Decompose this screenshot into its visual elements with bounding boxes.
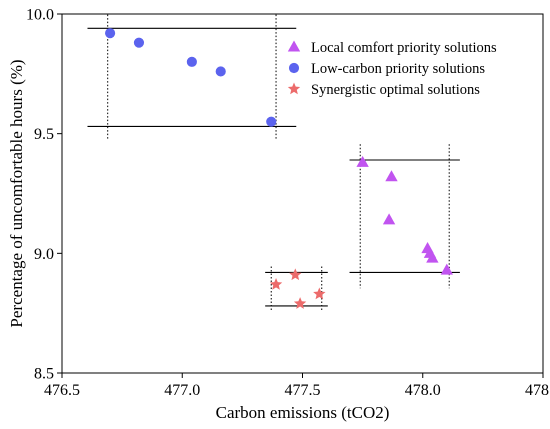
legend-marker-synergistic-optimal-solutions: [287, 82, 301, 95]
low-carbon-priority-solutions-point-1: [133, 37, 145, 48]
low-carbon-priority-solutions-point-0: [105, 28, 116, 39]
y-tick-label-2: 9.5: [34, 126, 54, 143]
synergistic-optimal-solutions-point-3: [313, 287, 326, 300]
low-carbon-priority-solutions-point-2: [186, 56, 197, 67]
local-comfort-priority-solutions-point-1: [385, 170, 398, 182]
legend-label-synergistic-optimal-solutions: Synergistic optimal solutions: [311, 82, 480, 98]
points-layer: [105, 28, 453, 309]
legend-label-local-comfort-priority-solutions: Local comfort priority solutions: [311, 40, 497, 56]
synergistic-optimal-solutions-point-2: [293, 297, 307, 309]
low-carbon-priority-solutions-point-3: [215, 66, 226, 77]
y-tick-label-0: 8.5: [34, 366, 54, 383]
ticks-layer: 476.5 477.0 477.5 478.0 478.5 8.5 9.0 9.5 10.0: [26, 7, 550, 400]
local-comfort-priority-solutions-point-0: [356, 155, 369, 167]
x-tick-label-2: 477.5: [285, 382, 321, 399]
x-tick-label-0: 476.5: [44, 382, 80, 399]
x-tick-label-3: 478.0: [405, 382, 441, 399]
x-axis-title: Carbon emissions (tCO2): [216, 403, 390, 422]
y-axis-title: Percentage of uncomfortable hours (%): [7, 59, 26, 327]
legend-marker-low-carbon-priority-solutions: [288, 62, 300, 74]
legend: Local comfort priority solutions Low-carb…: [287, 40, 497, 98]
synergistic-optimal-solutions-point-0: [269, 277, 283, 290]
low-carbon-priority-solutions-point-4: [266, 116, 277, 127]
local-comfort-priority-solutions-point-5: [426, 251, 439, 263]
bounds-layer: [87, 14, 460, 312]
synergistic-optimal-solutions-point-1: [289, 268, 302, 281]
legend-marker-local-comfort-priority-solutions: [287, 40, 301, 52]
x-tick-label-1: 477.0: [164, 382, 200, 399]
local-comfort-priority-solutions-point-6: [440, 263, 453, 275]
legend-label-low-carbon-priority-solutions: Low-carbon priority solutions: [311, 61, 485, 77]
x-tick-label-4: 478.5: [525, 382, 550, 399]
local-comfort-priority-solutions-point-2: [382, 213, 396, 225]
y-tick-label-1: 9.0: [34, 246, 54, 263]
y-tick-label-3: 10.0: [26, 7, 54, 24]
